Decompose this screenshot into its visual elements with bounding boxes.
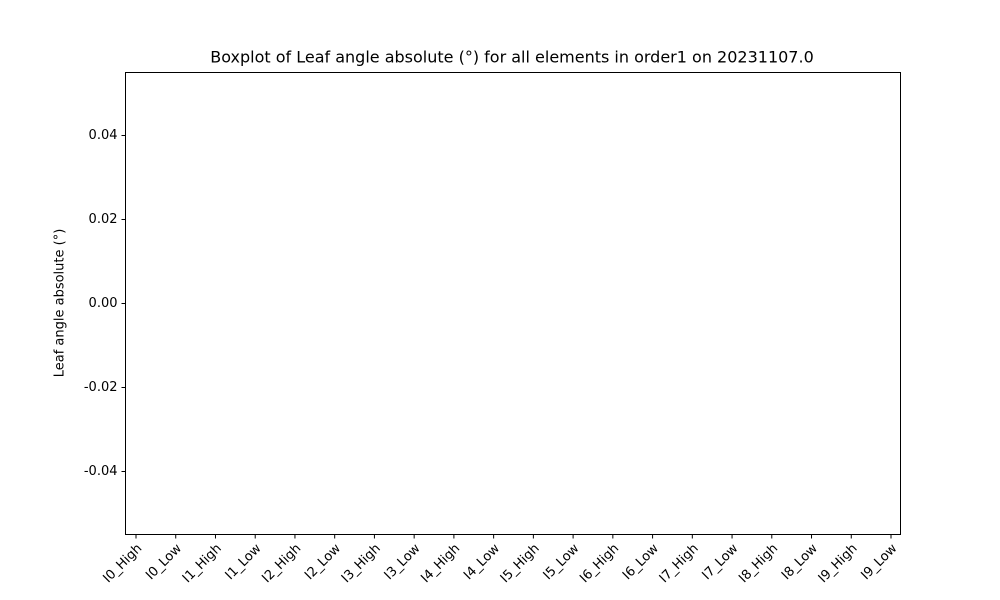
y-axis-label: Leaf angle absolute (°) (53, 229, 68, 378)
y-tick-label: 0.04 (89, 128, 118, 143)
chart-title: Boxplot of Leaf angle absolute (°) for a… (210, 48, 814, 67)
y-tick-label: 0.00 (89, 296, 118, 311)
y-tick-label: -0.04 (84, 464, 118, 479)
y-tick-label: 0.02 (89, 212, 118, 227)
y-tick-label: -0.02 (84, 380, 118, 395)
